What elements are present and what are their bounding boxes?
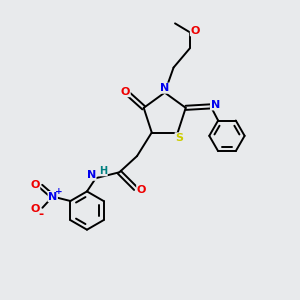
Text: O: O	[190, 26, 200, 36]
Text: H: H	[99, 166, 107, 176]
Text: O: O	[121, 87, 130, 97]
Text: -: -	[38, 208, 43, 221]
Text: O: O	[30, 204, 40, 214]
Text: N: N	[211, 100, 220, 110]
Text: O: O	[137, 185, 146, 195]
Text: +: +	[56, 187, 63, 196]
Text: N: N	[160, 83, 169, 93]
Text: O: O	[30, 180, 40, 190]
Text: N: N	[87, 170, 96, 180]
Text: S: S	[175, 133, 183, 143]
Text: N: N	[48, 192, 57, 202]
